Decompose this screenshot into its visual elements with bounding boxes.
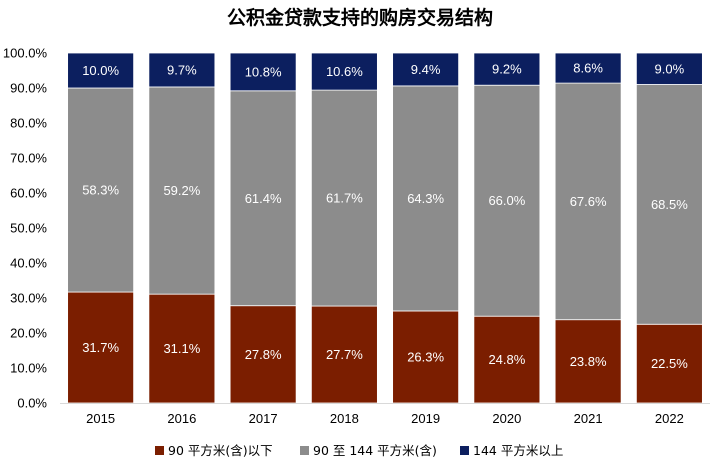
bar-segment xyxy=(635,52,703,85)
data-label: 27.7% xyxy=(326,347,363,362)
chart-title: 公积金贷款支持的购房交易结构 xyxy=(227,6,493,29)
y-tick-label: 50.0% xyxy=(10,221,47,236)
bar-segment xyxy=(473,315,541,404)
x-tick-label: 2016 xyxy=(167,411,196,426)
data-label: 27.8% xyxy=(245,347,282,362)
bar-segment xyxy=(67,87,135,293)
data-label: 8.6% xyxy=(573,61,603,76)
bar-segment xyxy=(67,291,135,404)
y-axis: 0.0% 10.0% 20.0% 30.0% 40.0% 50.0% 60.0% 70.0% 8… xyxy=(3,46,48,411)
x-tick-label: 2017 xyxy=(249,411,278,426)
legend-label: 90 至 144 平方米(含) xyxy=(313,443,437,458)
data-label: 64.3% xyxy=(407,191,444,206)
legend-label: 90 平方米(含)以下 xyxy=(168,443,273,458)
legend-swatch xyxy=(155,446,164,455)
bar-segment xyxy=(473,84,541,317)
legend-swatch xyxy=(300,446,309,455)
x-axis: 2015 2016 2017 2018 2019 2020 2021 2022 xyxy=(60,403,710,426)
bar-segment xyxy=(310,305,378,404)
data-label: 26.3% xyxy=(407,349,444,364)
data-label: 22.5% xyxy=(651,356,688,371)
y-tick-label: 30.0% xyxy=(10,291,47,306)
bar-segment xyxy=(310,89,378,307)
data-labels: 31.7% 58.3% 10.0% 31.1% 59.2% 9.7% 27.8% 61.4% 1… xyxy=(82,61,688,372)
data-label: 68.5% xyxy=(651,197,688,212)
data-label: 23.8% xyxy=(570,354,607,369)
bar-segment xyxy=(635,84,703,325)
y-tick-label: 0.0% xyxy=(17,396,47,411)
bar-segment xyxy=(148,293,216,404)
y-tick-label: 90.0% xyxy=(10,81,47,96)
y-tick-label: 20.0% xyxy=(10,326,47,341)
bar-segment xyxy=(67,52,135,89)
data-label: 31.7% xyxy=(82,340,119,355)
x-tick-label: 2022 xyxy=(655,411,684,426)
bar-segment xyxy=(310,52,378,91)
x-tick-label: 2021 xyxy=(574,411,603,426)
data-label: 9.4% xyxy=(411,62,441,77)
data-label: 10.8% xyxy=(245,64,282,79)
x-tick-label: 2019 xyxy=(411,411,440,426)
bar-segment xyxy=(148,86,216,295)
bar-segment xyxy=(229,52,297,92)
x-tick-label: 2020 xyxy=(492,411,521,426)
data-label: 10.0% xyxy=(82,63,119,78)
data-label: 67.6% xyxy=(570,194,607,209)
data-label: 24.8% xyxy=(488,352,525,367)
data-label: 61.7% xyxy=(326,191,363,206)
bar-segment xyxy=(473,52,541,86)
data-label: 58.3% xyxy=(82,183,119,198)
bar-segment xyxy=(554,82,622,321)
data-label: 10.6% xyxy=(326,64,363,79)
legend-swatch xyxy=(460,446,469,455)
data-label: 9.7% xyxy=(167,62,197,77)
y-tick-label: 70.0% xyxy=(10,151,47,166)
y-tick-label: 10.0% xyxy=(10,361,47,376)
data-label: 9.2% xyxy=(492,62,522,77)
bars xyxy=(67,52,703,404)
y-tick-label: 100.0% xyxy=(3,46,48,61)
data-label: 9.0% xyxy=(655,61,685,76)
bar-segment xyxy=(229,90,297,307)
x-tick-label: 2015 xyxy=(86,411,115,426)
bar-segment xyxy=(392,310,460,404)
y-tick-label: 80.0% xyxy=(10,116,47,131)
legend: 90 平方米(含)以下 90 至 144 平方米(含) 144 平方米以上 xyxy=(155,443,563,458)
bar-segment xyxy=(554,52,622,84)
data-label: 31.1% xyxy=(163,341,200,356)
bar-segment xyxy=(148,52,216,88)
y-tick-label: 40.0% xyxy=(10,256,47,271)
data-label: 61.4% xyxy=(245,191,282,206)
data-label: 59.2% xyxy=(163,183,200,198)
x-tick-label: 2018 xyxy=(330,411,359,426)
legend-label: 144 平方米以上 xyxy=(473,443,563,458)
data-label: 66.0% xyxy=(488,193,525,208)
y-tick-label: 60.0% xyxy=(10,186,47,201)
bar-segment xyxy=(392,52,460,87)
bar-segment xyxy=(554,319,622,404)
